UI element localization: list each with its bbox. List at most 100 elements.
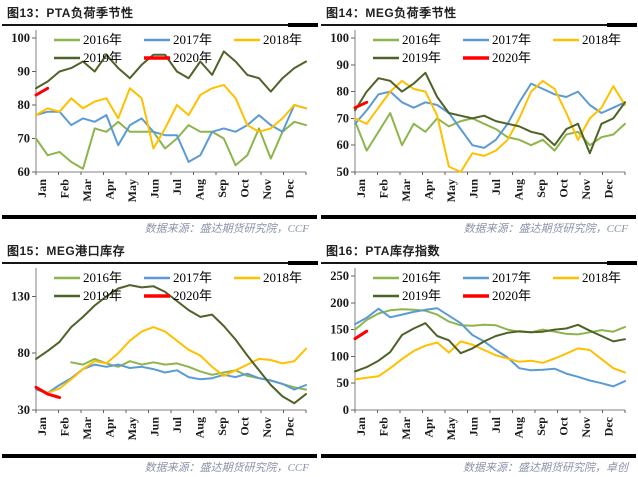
y-tick-label: 50 bbox=[337, 165, 350, 179]
month-label: Nov bbox=[260, 417, 274, 438]
month-label: Jun bbox=[148, 417, 162, 437]
y-tick-label: 100 bbox=[11, 31, 30, 45]
series-2018-line bbox=[35, 326, 307, 394]
month-label: Aug bbox=[512, 417, 526, 438]
series-2020-line bbox=[34, 86, 50, 97]
y-tick-label: 150 bbox=[330, 323, 349, 337]
y-tick-label: 70 bbox=[18, 132, 31, 146]
legend-label-2020: 2020年 bbox=[492, 288, 531, 303]
legend-label-2019: 2019年 bbox=[83, 288, 122, 303]
series-2018-line bbox=[35, 83, 307, 150]
series-2019-line bbox=[35, 50, 307, 93]
legend-label-2016: 2016年 bbox=[83, 270, 122, 285]
month-label: Dec bbox=[283, 416, 297, 436]
series-2019-line bbox=[354, 322, 626, 373]
series-2017-line bbox=[354, 82, 626, 149]
month-label: Sep bbox=[215, 417, 229, 436]
month-label: Jul bbox=[170, 416, 184, 433]
y-tick-label: 80 bbox=[18, 98, 31, 112]
figure-15-source: 数据来源：盛达期货研究院，CCF bbox=[2, 454, 317, 477]
month-label: Oct bbox=[238, 179, 252, 198]
month-label: Jan bbox=[354, 417, 368, 436]
legend-label-2018: 2018年 bbox=[582, 32, 621, 47]
legend-label-2019: 2019年 bbox=[402, 50, 441, 65]
legend-label-2016: 2016年 bbox=[402, 32, 441, 47]
series-2017-line bbox=[35, 104, 307, 163]
series-2018-line bbox=[354, 340, 626, 381]
month-label: Apr bbox=[422, 178, 436, 199]
figure-16-source: 数据来源：盛达期货研究院，卓创 bbox=[321, 454, 636, 477]
y-tick-label: 50 bbox=[337, 376, 350, 390]
figure-15-title: 图15：MEG港口库存 bbox=[2, 240, 318, 265]
legend-label-2017: 2017年 bbox=[173, 270, 212, 285]
series-2020-line bbox=[353, 100, 369, 110]
month-label: Dec bbox=[283, 178, 297, 198]
month-label: Oct bbox=[238, 417, 252, 436]
figure-13-source: 数据来源：盛达期货研究院，CCF bbox=[2, 215, 317, 238]
figure-16-chart: 0 50 100 150 200 250 Jan Feb Mar Apr May Jun Jul Aug S… bbox=[330, 268, 626, 440]
legend-label-2017: 2017年 bbox=[173, 32, 212, 47]
legend-label-2020: 2020年 bbox=[492, 50, 531, 65]
y-tick-label: 80 bbox=[18, 346, 31, 360]
month-label: Jan bbox=[354, 179, 368, 198]
series-2016-line bbox=[35, 120, 307, 170]
figure-14-panel: 图14：MEG负荷季节性 50 60 70 80 90 100 Jan Feb Mar Apr Ma… bbox=[319, 0, 638, 238]
series-2020-line bbox=[34, 385, 61, 399]
month-label: May bbox=[444, 179, 458, 202]
month-label: Mar bbox=[80, 416, 94, 439]
series-2017-line bbox=[354, 307, 626, 388]
series-2016-line bbox=[354, 112, 626, 152]
legend-label-2019: 2019年 bbox=[402, 288, 441, 303]
y-tick-label: 100 bbox=[330, 31, 349, 45]
month-label: Jul bbox=[489, 178, 503, 195]
month-label: May bbox=[125, 417, 139, 440]
month-label: Nov bbox=[260, 179, 274, 200]
y-tick-label: 60 bbox=[337, 138, 350, 152]
month-label: Oct bbox=[557, 179, 571, 198]
y-tick-label: 100 bbox=[330, 349, 349, 363]
month-label: Feb bbox=[58, 417, 72, 437]
y-tick-label: 200 bbox=[330, 296, 349, 310]
legend-label-2020: 2020年 bbox=[173, 288, 212, 303]
month-label: Jul bbox=[489, 416, 503, 433]
month-label: Feb bbox=[377, 179, 391, 199]
month-label: Mar bbox=[399, 178, 413, 201]
month-label: Feb bbox=[377, 417, 391, 437]
month-label: Mar bbox=[399, 416, 413, 439]
y-tick-label: 80 bbox=[337, 85, 350, 99]
y-tick-label: 60 bbox=[18, 165, 31, 179]
month-label: Jan bbox=[35, 179, 49, 198]
series-2019-line bbox=[354, 71, 626, 155]
y-tick-label: 0 bbox=[343, 403, 349, 417]
series-2020-line bbox=[353, 329, 369, 341]
y-tick-label: 30 bbox=[18, 403, 31, 417]
month-label: Apr bbox=[422, 416, 436, 437]
figure-14-title: 图14：MEG负荷季节性 bbox=[321, 2, 637, 27]
series-2018-line bbox=[354, 79, 626, 173]
month-label: Nov bbox=[579, 179, 593, 200]
y-tick-label: 130 bbox=[11, 289, 30, 303]
month-label: Aug bbox=[193, 179, 207, 200]
month-label: Aug bbox=[512, 179, 526, 200]
month-label: Jan bbox=[35, 417, 49, 436]
month-label: Dec bbox=[602, 416, 616, 436]
month-label: May bbox=[125, 179, 139, 202]
y-tick-label: 90 bbox=[337, 58, 350, 72]
series-2019-line bbox=[35, 284, 307, 405]
legend-label-2018: 2018年 bbox=[263, 32, 302, 47]
month-label: Jun bbox=[467, 417, 481, 437]
figure-16-title: 图16：PTA库存指数 bbox=[321, 240, 637, 265]
month-label: Jul bbox=[170, 178, 184, 195]
legend-label-2016: 2016年 bbox=[83, 32, 122, 47]
y-tick-label: 70 bbox=[337, 111, 350, 125]
legend-label-2017: 2017年 bbox=[492, 270, 531, 285]
figure-14-source: 数据来源：盛达期货研究院，CCF bbox=[321, 215, 636, 238]
month-label: Jun bbox=[148, 179, 162, 199]
month-label: Dec bbox=[602, 178, 616, 198]
month-label: Sep bbox=[534, 179, 548, 198]
y-tick-label: 90 bbox=[18, 65, 31, 79]
figure-15-chart: 30 80 130 Jan Feb Mar Apr May Jun Jul Aug Sep Oct Nov… bbox=[11, 268, 307, 440]
figure-14-chart: 50 60 70 80 90 100 Jan Feb Mar Apr May Jun Jul Aug Sep… bbox=[330, 30, 626, 202]
legend-label-2019: 2019年 bbox=[83, 50, 122, 65]
